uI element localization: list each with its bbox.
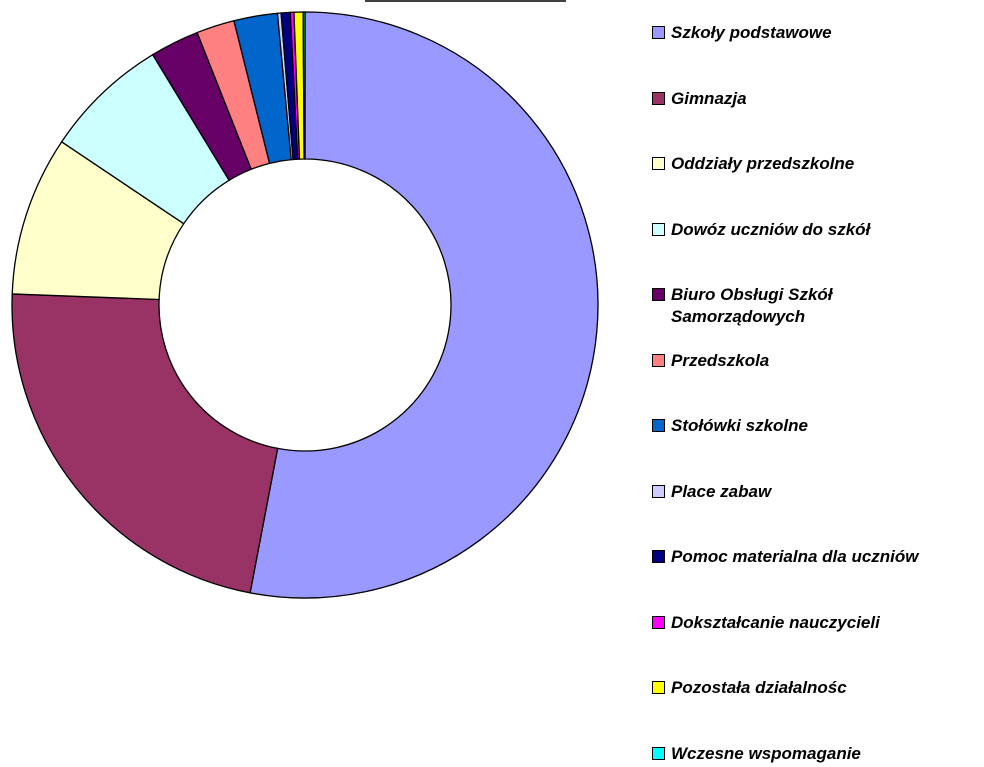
donut-segment bbox=[11, 293, 279, 594]
legend-label: Pomoc materialna dla uczniów bbox=[671, 547, 919, 566]
donut-segment bbox=[302, 11, 306, 160]
legend-swatch bbox=[652, 550, 665, 563]
legend-label: Dokształcanie nauczycieli bbox=[671, 612, 880, 632]
legend-label: Wczesne wspomaganie bbox=[671, 743, 861, 763]
legend-label: Gimnazja bbox=[671, 88, 747, 108]
legend-swatch bbox=[652, 615, 665, 629]
legend-item: Szkoły podstawowe bbox=[652, 22, 982, 44]
legend-item: Stołówki szkolne bbox=[652, 415, 982, 437]
legend-item: Pomoc materialna dla uczniów bbox=[652, 546, 982, 568]
legend-swatch bbox=[652, 26, 665, 39]
legend-swatch bbox=[652, 419, 665, 432]
legend-swatch bbox=[652, 681, 665, 694]
legend-swatch bbox=[652, 484, 665, 498]
legend-item: Przedszkola bbox=[652, 350, 982, 372]
legend-label: Dowóz uczniów do szkół bbox=[671, 219, 871, 239]
legend-swatch bbox=[652, 157, 665, 170]
legend-label: Szkoły podstawowe bbox=[671, 23, 832, 42]
donut-segment bbox=[249, 11, 599, 599]
legend-label: Pozostała działalnośc bbox=[671, 678, 847, 697]
legend-label: Oddziały przedszkolne bbox=[671, 154, 855, 173]
legend-item: Wczesne wspomaganie bbox=[652, 743, 982, 765]
legend-swatch bbox=[652, 288, 665, 301]
chart bbox=[11, 0, 599, 599]
legend-swatch bbox=[652, 746, 665, 760]
legend-item: Gimnazja bbox=[652, 88, 982, 110]
legend-swatch bbox=[652, 91, 665, 105]
legend-swatch bbox=[652, 222, 665, 236]
legend-label: Przedszkola bbox=[671, 350, 770, 370]
legend-swatch bbox=[652, 353, 665, 367]
legend-item: Oddziały przedszkolne bbox=[652, 153, 982, 175]
legend-item: Pozostała działalnośc bbox=[652, 677, 982, 699]
legend-label: Stołówki szkolne bbox=[671, 416, 808, 435]
legend-item: Dokształcanie nauczycieli bbox=[652, 612, 982, 634]
legend-item: Biuro Obsługi Szkół Samorządowych bbox=[652, 284, 982, 328]
legend-label: Biuro Obsługi Szkół Samorządowych bbox=[671, 285, 833, 326]
legend-item: Place zabaw bbox=[652, 481, 982, 503]
legend-item: Dowóz uczniów do szkół bbox=[652, 219, 982, 241]
legend-label: Place zabaw bbox=[671, 481, 772, 501]
